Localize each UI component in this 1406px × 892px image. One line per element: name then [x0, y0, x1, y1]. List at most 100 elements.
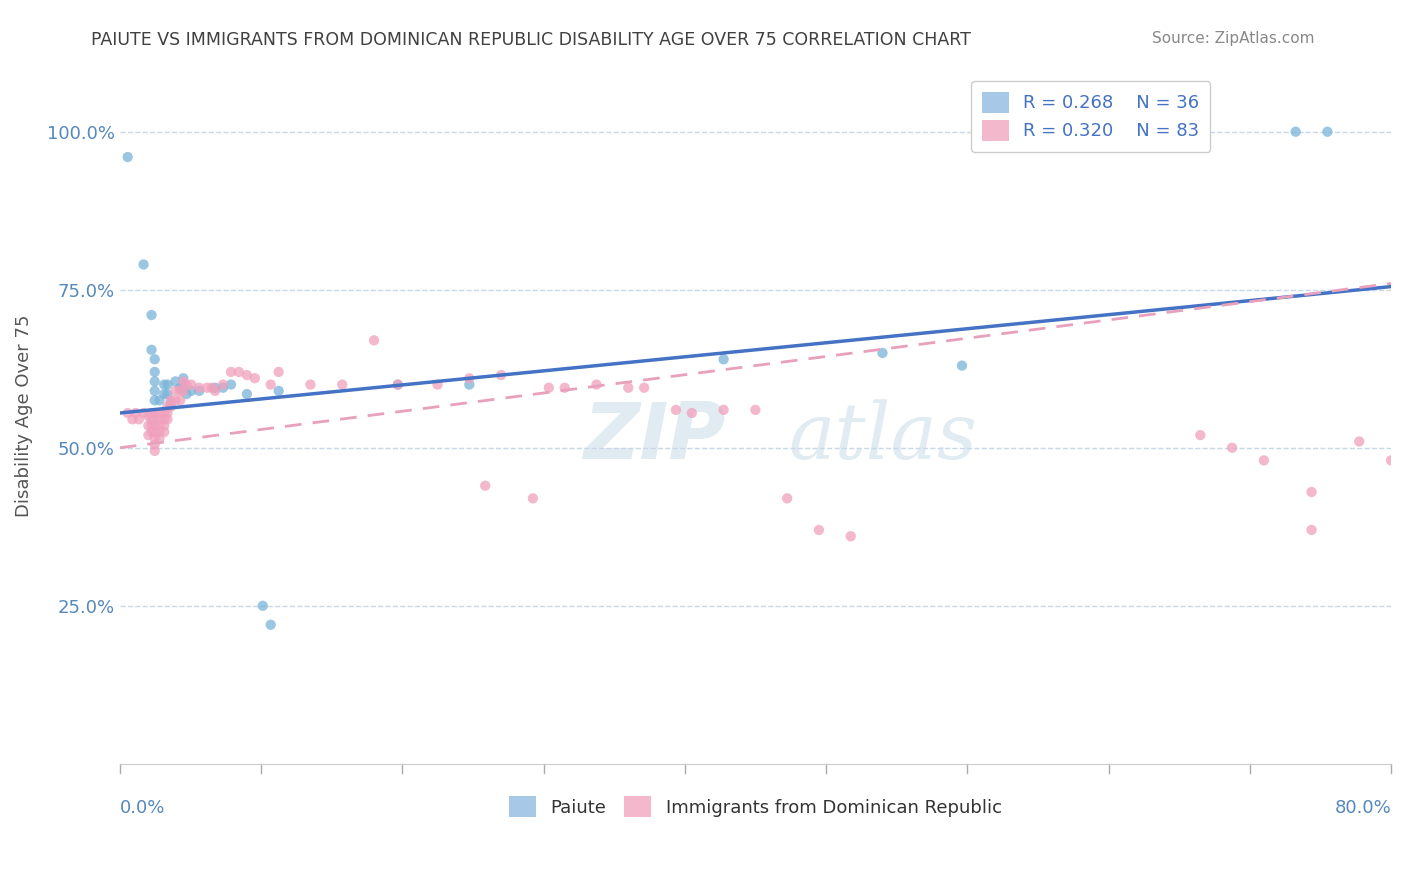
Point — [143, 418, 166, 433]
Text: 80.0%: 80.0% — [1334, 798, 1391, 816]
Point — [204, 384, 226, 398]
Text: 0.0%: 0.0% — [120, 798, 165, 816]
Point — [153, 377, 176, 392]
Point — [839, 529, 862, 543]
Point — [165, 393, 187, 408]
Point — [1301, 523, 1323, 537]
Point — [156, 412, 179, 426]
Point — [195, 381, 218, 395]
Point — [458, 377, 481, 392]
Point — [132, 257, 155, 271]
Point — [141, 412, 163, 426]
Point — [169, 384, 191, 398]
Point — [267, 365, 290, 379]
Point — [117, 150, 139, 164]
Point — [148, 431, 170, 445]
Point — [165, 384, 187, 398]
Point — [252, 599, 274, 613]
Point — [143, 352, 166, 367]
Point — [176, 377, 198, 392]
Text: Source: ZipAtlas.com: Source: ZipAtlas.com — [1152, 31, 1315, 46]
Point — [172, 381, 194, 395]
Point — [458, 371, 481, 385]
Point — [143, 425, 166, 439]
Point — [1189, 428, 1212, 442]
Point — [201, 381, 224, 395]
Point — [143, 412, 166, 426]
Point — [159, 400, 181, 414]
Point — [153, 387, 176, 401]
Point — [165, 375, 187, 389]
Point — [172, 375, 194, 389]
Point — [489, 368, 512, 382]
Point — [143, 375, 166, 389]
Point — [141, 418, 163, 433]
Point — [148, 425, 170, 439]
Point — [872, 346, 894, 360]
Point — [212, 381, 235, 395]
Point — [121, 412, 143, 426]
Point — [387, 377, 409, 392]
Point — [537, 381, 560, 395]
Point — [267, 384, 290, 398]
Point — [1301, 485, 1323, 500]
Point — [156, 406, 179, 420]
Point — [148, 418, 170, 433]
Point — [387, 377, 409, 392]
Point — [426, 377, 449, 392]
Point — [141, 425, 163, 439]
Point — [141, 406, 163, 420]
Point — [219, 365, 242, 379]
Point — [1348, 434, 1371, 449]
Point — [148, 412, 170, 426]
Point — [153, 418, 176, 433]
Point — [260, 617, 283, 632]
Point — [148, 393, 170, 408]
Point — [1220, 441, 1243, 455]
Point — [117, 406, 139, 420]
Point — [143, 431, 166, 445]
Point — [159, 393, 181, 408]
Point — [554, 381, 576, 395]
Point — [617, 381, 640, 395]
Point — [172, 371, 194, 385]
Point — [143, 444, 166, 458]
Point — [143, 365, 166, 379]
Point — [1285, 125, 1308, 139]
Point — [176, 387, 198, 401]
Point — [522, 491, 544, 506]
Point — [143, 393, 166, 408]
Point — [138, 418, 160, 433]
Point — [243, 371, 266, 385]
Point — [204, 381, 226, 395]
Point — [474, 479, 496, 493]
Point — [1316, 125, 1339, 139]
Point — [156, 387, 179, 401]
Point — [585, 377, 607, 392]
Point — [299, 377, 322, 392]
Point — [143, 384, 166, 398]
Point — [950, 359, 973, 373]
Point — [148, 406, 170, 420]
Legend: Paiute, Immigrants from Dominican Republic: Paiute, Immigrants from Dominican Republ… — [502, 789, 1010, 824]
Point — [744, 402, 766, 417]
Point — [260, 377, 283, 392]
Point — [633, 381, 655, 395]
Point — [807, 523, 830, 537]
Point — [132, 406, 155, 420]
Point — [156, 400, 179, 414]
Point — [363, 334, 385, 348]
Point — [665, 402, 688, 417]
Point — [713, 352, 735, 367]
Point — [143, 406, 166, 420]
Point — [159, 396, 181, 410]
Point — [1379, 453, 1402, 467]
Text: atlas: atlas — [789, 399, 977, 475]
Point — [141, 343, 163, 357]
Point — [713, 402, 735, 417]
Point — [156, 377, 179, 392]
Point — [180, 377, 202, 392]
Text: PAIUTE VS IMMIGRANTS FROM DOMINICAN REPUBLIC DISABILITY AGE OVER 75 CORRELATION : PAIUTE VS IMMIGRANTS FROM DOMINICAN REPU… — [91, 31, 972, 49]
Point — [330, 377, 353, 392]
Point — [681, 406, 703, 420]
